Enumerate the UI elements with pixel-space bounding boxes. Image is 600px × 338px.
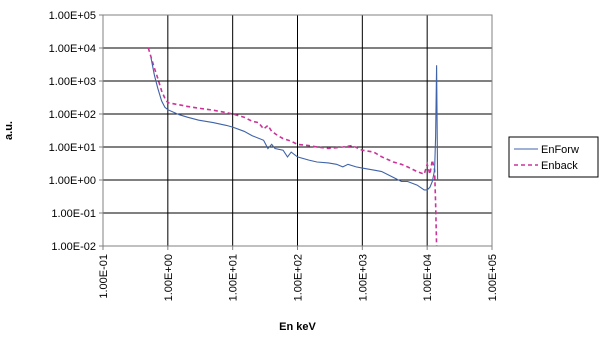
legend-label: Enback xyxy=(541,160,578,172)
y-tick-label: 1.00E-01 xyxy=(51,208,96,220)
y-tick-label: 1.00E+00 xyxy=(49,175,96,187)
y-tick-label: 1.00E+03 xyxy=(49,76,96,88)
x-tick-label: 1.00E+01 xyxy=(228,254,240,301)
x-tick-label: 1.00E+03 xyxy=(357,254,369,301)
x-tick-label: 1.00E-01 xyxy=(98,254,110,299)
x-axis-ticks: 1.00E-01 1.00E+00 1.00E+01 1.00E+02 1.00E+03… xyxy=(98,246,499,301)
x-tick-label: 1.00E+00 xyxy=(163,254,175,301)
x-axis-title: En keV xyxy=(279,321,316,333)
y-axis-title: a.u. xyxy=(3,121,15,140)
series-line-enforw xyxy=(150,57,439,191)
y-tick-label: 1.00E+01 xyxy=(49,142,96,154)
legend-box xyxy=(508,136,599,178)
y-tick-label: 1.00E+02 xyxy=(49,109,96,121)
x-tick-label: 1.00E+05 xyxy=(487,254,499,301)
legend-label: EnForw xyxy=(541,144,579,156)
x-tick-label: 1.00E+02 xyxy=(293,254,305,301)
series-line-enback xyxy=(147,47,438,246)
y-axis-ticks: 1.00E-02 1.00E-01 1.00E+00 1.00E+01 1.00E+02… xyxy=(49,10,103,253)
legend: EnForw Enback xyxy=(508,136,599,178)
series-layer xyxy=(147,47,439,246)
x-tick-label: 1.00E+04 xyxy=(422,254,434,301)
y-tick-label: 1.00E+04 xyxy=(49,43,96,55)
y-tick-label: 1.00E-02 xyxy=(51,241,96,253)
y-tick-label: 1.00E+05 xyxy=(49,10,96,22)
